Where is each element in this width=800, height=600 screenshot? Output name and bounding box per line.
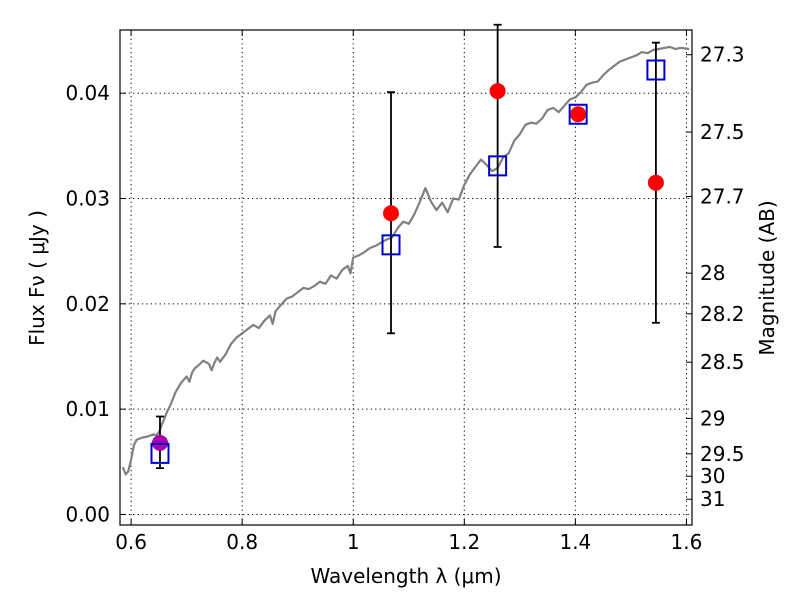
x-tick-label: 0.8 <box>226 530 258 554</box>
spectrum-layer <box>121 45 690 476</box>
x-tick-label: 0.6 <box>115 530 147 554</box>
x-tick-label: 1.6 <box>671 530 703 554</box>
model-point <box>488 155 508 177</box>
magnitude-tick-label: 27.5 <box>700 120 745 144</box>
x-tick-label: 1.2 <box>448 530 480 554</box>
y-right-axis-title: Magnitude (AB) <box>755 200 779 355</box>
ticks-layer <box>120 30 692 525</box>
magnitude-tick-label: 29 <box>700 406 725 430</box>
tick-label-layer: 0.6 0.8 1 1.2 1.4 1.6 0.00 0.01 0.02 0.03 0.04 27.3… <box>65 43 744 554</box>
x-tick-label: 1 <box>347 530 360 554</box>
magnitude-tick-label: 28.5 <box>700 350 745 374</box>
magnitude-tick-label: 27.7 <box>700 184 745 208</box>
model-point <box>568 103 588 125</box>
model-point <box>150 442 170 464</box>
magnitude-tick-label: 29.5 <box>700 442 745 466</box>
data-point <box>151 434 168 451</box>
spectrum-line <box>121 45 690 476</box>
data-point <box>647 174 664 191</box>
y-tick-label: 0.02 <box>65 292 110 316</box>
plot-frame <box>119 29 693 526</box>
data-point <box>489 83 506 100</box>
y-tick-label: 0.01 <box>65 397 110 421</box>
model-point <box>381 234 401 256</box>
magnitude-tick-label: 27.3 <box>700 43 745 67</box>
model-point <box>646 59 666 81</box>
data-point <box>383 205 400 222</box>
y-axis-title: Flux Fν ( μJy ) <box>25 210 49 346</box>
errorbar-layer <box>155 23 660 470</box>
y-tick-label: 0.03 <box>65 187 110 211</box>
x-tick-label: 1.4 <box>559 530 591 554</box>
data-point <box>570 106 587 123</box>
magnitude-tick-label: 28 <box>700 261 725 285</box>
x-axis-title: Wavelength λ (μm) <box>310 564 501 588</box>
y-tick-label: 0.04 <box>65 81 110 105</box>
magnitude-tick-label: 31 <box>700 487 725 511</box>
magnitude-tick-label: 28.2 <box>700 302 745 326</box>
grid-layer <box>120 30 692 525</box>
marker-layer <box>150 59 666 464</box>
magnitude-tick-label: 30 <box>700 464 725 488</box>
y-tick-label: 0.00 <box>65 502 110 526</box>
